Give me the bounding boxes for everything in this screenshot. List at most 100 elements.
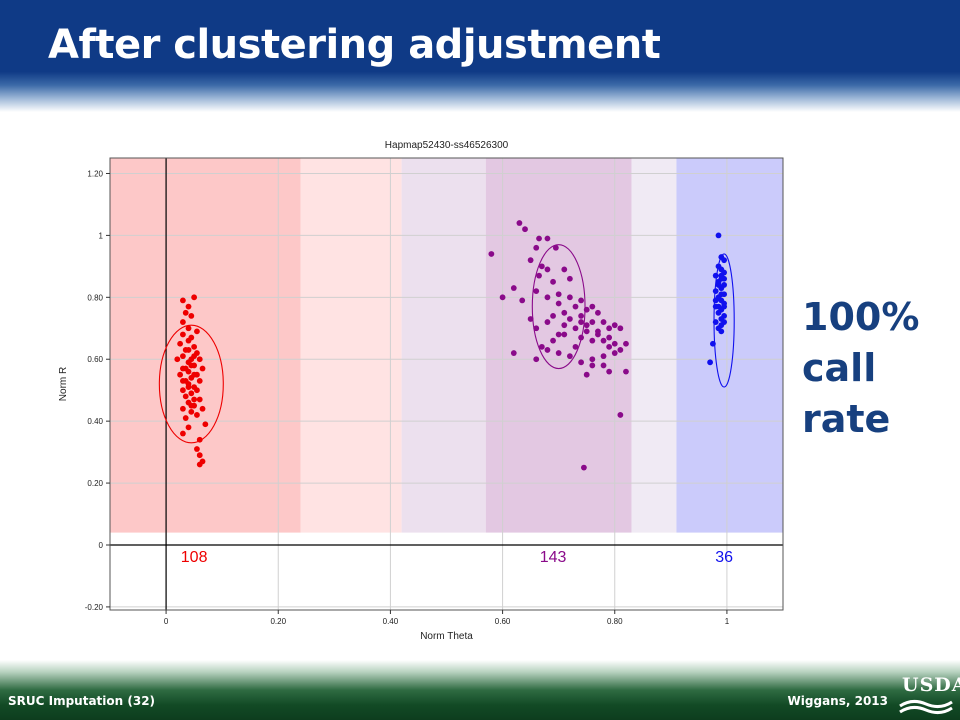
data-point xyxy=(712,288,719,295)
data-point xyxy=(561,322,568,329)
data-point xyxy=(718,322,725,329)
data-point xyxy=(707,359,713,366)
x-tick-label: 1 xyxy=(725,617,730,626)
data-point xyxy=(561,331,568,338)
cluster-region-aa xyxy=(110,158,301,533)
data-point xyxy=(177,340,184,347)
call-rate-callout: 100% call rate xyxy=(802,292,919,445)
data-point xyxy=(188,362,195,369)
data-point xyxy=(595,331,601,338)
data-point xyxy=(600,319,607,325)
data-point xyxy=(538,263,545,270)
data-point xyxy=(606,325,613,332)
data-point xyxy=(600,362,607,369)
data-point xyxy=(578,334,584,341)
data-point xyxy=(196,396,203,403)
cluster-region-ab-low xyxy=(401,158,486,533)
y-tick-label: 1 xyxy=(99,231,104,240)
x-tick-label: 0.60 xyxy=(495,617,511,626)
data-point xyxy=(561,309,568,316)
data-point xyxy=(566,275,573,282)
data-point xyxy=(589,356,596,363)
data-point xyxy=(182,309,189,316)
x-axis-label: Norm Theta xyxy=(420,631,473,642)
y-tick-label: 1.20 xyxy=(87,169,103,178)
data-point xyxy=(180,405,186,412)
data-point xyxy=(536,272,542,279)
data-point xyxy=(611,350,618,356)
data-point xyxy=(196,356,203,363)
x-tick-label: 0 xyxy=(164,617,169,626)
y-axis-label: Norm R xyxy=(58,367,69,401)
data-point xyxy=(718,285,725,291)
cluster-region-ab-bb xyxy=(631,158,677,533)
data-point xyxy=(600,353,607,360)
data-point xyxy=(550,278,556,285)
data-point xyxy=(196,461,203,468)
data-point xyxy=(589,319,596,325)
data-point xyxy=(583,322,590,329)
data-point xyxy=(180,387,186,394)
data-point xyxy=(182,393,189,400)
data-point xyxy=(600,337,607,344)
y-tick-label: 0.40 xyxy=(87,417,103,426)
data-point xyxy=(566,353,573,360)
data-point xyxy=(488,251,495,257)
cluster-ellipse xyxy=(531,244,586,370)
data-point xyxy=(191,294,198,301)
callout-line-3: rate xyxy=(802,397,891,441)
data-point xyxy=(180,319,186,325)
y-tick-label: 0.80 xyxy=(87,293,103,302)
data-point xyxy=(180,297,186,304)
data-point xyxy=(578,312,584,319)
data-point xyxy=(191,353,198,360)
data-point xyxy=(180,430,186,437)
data-point xyxy=(721,303,728,310)
data-point xyxy=(538,343,545,350)
data-point xyxy=(191,343,198,350)
data-point xyxy=(177,371,184,378)
data-point xyxy=(544,294,551,301)
data-point xyxy=(589,337,596,344)
data-point xyxy=(578,359,584,366)
data-point xyxy=(188,390,195,397)
data-point xyxy=(715,303,722,310)
data-point xyxy=(555,291,562,298)
data-point xyxy=(623,368,629,375)
data-point xyxy=(552,244,559,251)
footer-author-year: Wiggans, 2013 xyxy=(787,694,888,708)
y-tick-label: 0 xyxy=(99,541,104,550)
data-point xyxy=(589,303,596,310)
data-point xyxy=(617,412,624,418)
data-point xyxy=(194,446,200,452)
data-point xyxy=(623,340,629,347)
data-point xyxy=(185,424,192,431)
data-point xyxy=(718,291,725,298)
cluster-count-label: 143 xyxy=(540,549,567,566)
y-tick-label: 0.60 xyxy=(87,355,103,364)
data-point xyxy=(606,368,613,375)
data-point xyxy=(715,309,722,316)
data-point xyxy=(611,322,618,329)
usda-logo xyxy=(899,699,953,715)
data-point xyxy=(188,374,195,381)
data-point xyxy=(533,244,540,251)
data-point xyxy=(712,319,719,325)
data-point xyxy=(555,350,562,356)
slide-title: After clustering adjustment xyxy=(48,22,661,68)
callout-line-1: 100% xyxy=(802,295,920,339)
header-bar xyxy=(0,0,960,112)
data-point xyxy=(561,266,568,273)
data-point xyxy=(533,356,540,363)
data-point xyxy=(544,266,551,273)
usda-logo-text: USDA xyxy=(902,674,960,696)
data-point xyxy=(583,306,590,313)
data-point xyxy=(606,343,613,350)
data-point xyxy=(194,328,200,335)
data-point xyxy=(194,412,200,418)
data-point xyxy=(533,288,540,295)
plot-frame xyxy=(109,157,784,611)
chart-title: Hapmap52430-ss46526300 xyxy=(385,140,509,151)
data-point xyxy=(185,347,192,353)
data-point xyxy=(188,312,195,319)
